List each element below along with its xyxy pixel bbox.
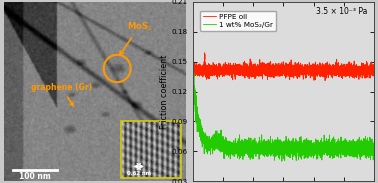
Text: MoS$_2$: MoS$_2$ [120,20,152,55]
1 wt% MoS₂/Gr [299,147,304,149]
PFPE oil [308,69,313,72]
Legend: PFPE oil, 1 wt% MoS₂/Gr: PFPE oil, 1 wt% MoS₂/Gr [200,11,276,31]
Text: graphene (Gr): graphene (Gr) [31,83,92,106]
PFPE oil [191,64,195,66]
1 wt% MoS₂/Gr [280,160,284,162]
1 wt% MoS₂/Gr [260,145,264,147]
Line: PFPE oil: PFPE oil [193,53,374,81]
1 wt% MoS₂/Gr [191,64,195,66]
1 wt% MoS₂/Gr [326,142,330,144]
1 wt% MoS₂/Gr [340,145,344,147]
Y-axis label: Friction coefficient: Friction coefficient [160,54,169,129]
1 wt% MoS₂/Gr [308,146,313,148]
PFPE oil [340,71,344,73]
1 wt% MoS₂/Gr [372,152,376,155]
PFPE oil [260,69,264,71]
1 wt% MoS₂/Gr [191,79,195,81]
1 wt% MoS₂/Gr [223,136,228,138]
Text: 100 nm: 100 nm [19,172,50,181]
PFPE oil [323,80,327,82]
PFPE oil [299,68,304,71]
Bar [121,121,181,178]
PFPE oil [372,71,376,74]
PFPE oil [223,68,228,70]
PFPE oil [326,68,330,70]
PFPE oil [202,52,207,54]
Text: 3.5 × 10⁻³ Pa: 3.5 × 10⁻³ Pa [316,7,367,16]
Line: 1 wt% MoS₂/Gr: 1 wt% MoS₂/Gr [193,65,374,161]
Text: 0.62 nm: 0.62 nm [127,171,151,176]
